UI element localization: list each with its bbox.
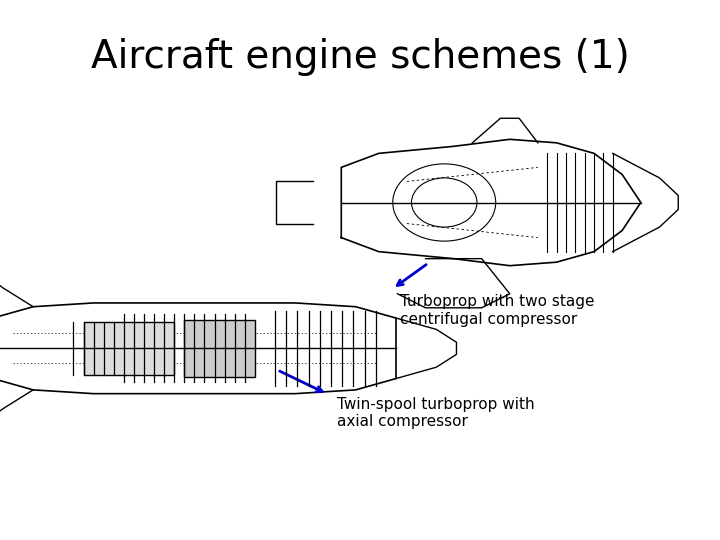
- Text: Twin-spool turboprop with
axial compressor: Twin-spool turboprop with axial compress…: [337, 397, 534, 429]
- Polygon shape: [341, 139, 641, 266]
- Polygon shape: [0, 303, 396, 394]
- Polygon shape: [397, 259, 510, 308]
- Text: Aircraft engine schemes (1): Aircraft engine schemes (1): [91, 38, 629, 76]
- Bar: [184, 320, 255, 377]
- Bar: [84, 322, 174, 375]
- Text: Turboprop with two stage
centrifugal compressor: Turboprop with two stage centrifugal com…: [400, 294, 594, 327]
- Polygon shape: [276, 181, 313, 224]
